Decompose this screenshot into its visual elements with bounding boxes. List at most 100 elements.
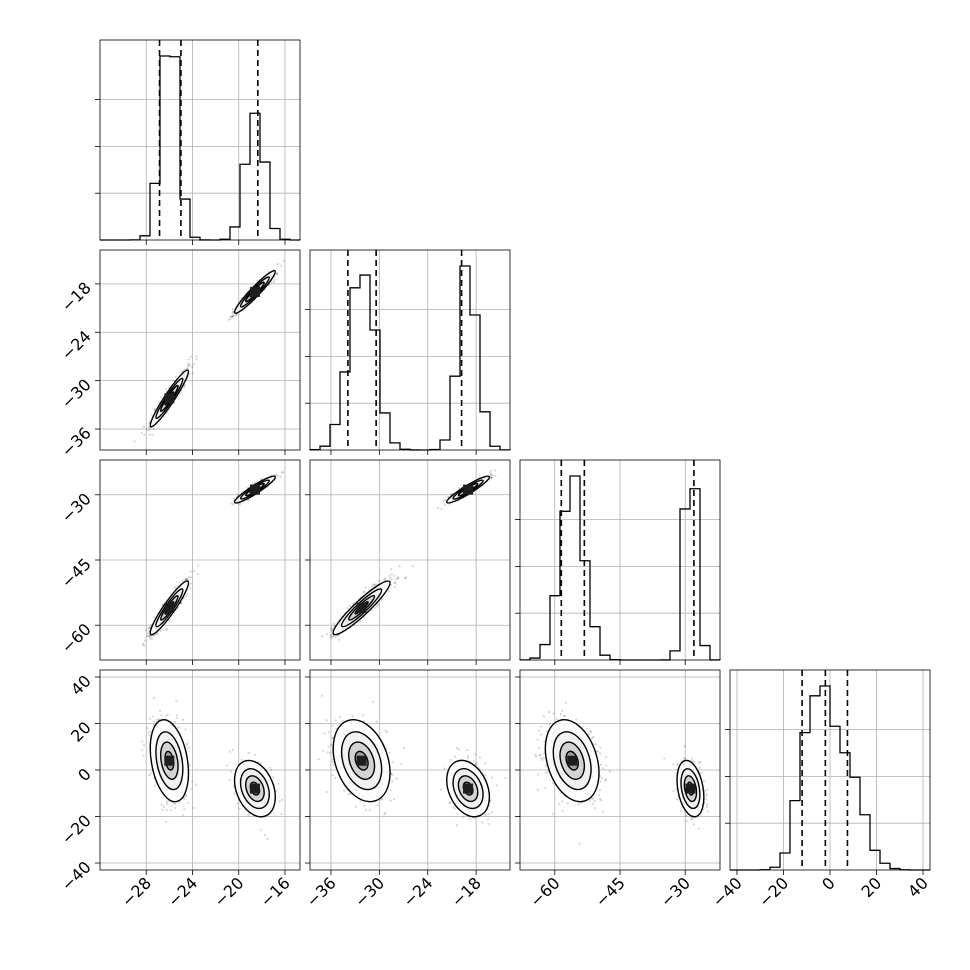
y-tick-label: −20 — [58, 811, 95, 848]
sample-point — [166, 411, 169, 414]
scatter-panel: −60−45−30 — [58, 459, 301, 665]
sample-point — [394, 581, 397, 585]
sample-point — [165, 628, 169, 631]
sample-point — [320, 635, 324, 638]
sample-point — [165, 800, 169, 803]
sample-point — [373, 583, 377, 586]
sample-point — [184, 578, 188, 581]
sample-point — [232, 310, 235, 313]
sample-point — [404, 576, 407, 580]
sample-point — [161, 628, 164, 631]
sample-point — [275, 473, 278, 476]
sample-point — [185, 595, 188, 598]
sample-point — [329, 635, 332, 638]
histogram-panel — [305, 249, 511, 455]
x-tick-label: −28 — [118, 873, 155, 910]
sample-point — [279, 475, 282, 478]
sample-point — [153, 409, 156, 412]
density-peak — [249, 286, 260, 297]
sample-point — [188, 364, 191, 367]
sample-point — [282, 471, 285, 474]
sample-point — [187, 358, 190, 361]
sample-point — [232, 310, 235, 314]
sample-point — [334, 635, 338, 639]
sample-point — [175, 699, 178, 703]
sample-point — [164, 628, 168, 632]
sample-point — [364, 586, 367, 589]
sample-point — [166, 713, 169, 716]
sample-point — [177, 726, 180, 729]
sample-point — [330, 636, 333, 639]
sample-point — [230, 502, 233, 505]
sample-point — [235, 313, 238, 317]
sample-point — [229, 317, 232, 320]
panel-frame — [99, 459, 301, 661]
sample-point — [489, 471, 492, 474]
sample-point — [189, 576, 192, 579]
histogram-panel — [515, 459, 721, 665]
sample-point — [148, 427, 152, 430]
sample-point — [148, 433, 151, 436]
x-tick-label: −16 — [256, 873, 293, 910]
panel-content — [141, 471, 285, 648]
sample-point — [380, 598, 383, 601]
sample-point — [276, 273, 279, 276]
histogram-steps — [309, 265, 511, 451]
sample-point — [182, 814, 185, 817]
sample-point — [231, 312, 234, 315]
sample-point — [186, 742, 189, 745]
sample-point — [332, 634, 335, 638]
density-peak — [356, 602, 367, 613]
sample-point — [191, 371, 194, 375]
sample-point — [189, 582, 193, 585]
sample-point — [358, 619, 362, 623]
sample-point — [181, 579, 185, 583]
sample-point — [184, 384, 187, 387]
sample-point — [189, 587, 192, 590]
sample-point — [148, 734, 152, 737]
sample-point — [373, 583, 376, 587]
scatter-panel: −36−30−24−18 — [58, 249, 301, 461]
sample-point — [276, 262, 279, 266]
sample-point — [376, 604, 379, 608]
sample-point — [187, 362, 190, 365]
panel-content — [320, 469, 497, 641]
y-tick-label: 40 — [67, 671, 95, 699]
sample-point — [387, 590, 391, 593]
sample-point — [184, 578, 187, 581]
sample-point — [442, 499, 445, 502]
sample-point — [491, 473, 495, 476]
sample-point — [273, 278, 276, 281]
sample-point — [184, 794, 187, 798]
sample-point — [170, 804, 173, 808]
sample-point — [152, 634, 155, 638]
y-tick-label: −45 — [58, 554, 95, 591]
y-tick-label: −18 — [58, 278, 95, 315]
sample-point — [147, 634, 150, 637]
sample-point — [195, 357, 198, 361]
sample-point — [174, 806, 177, 810]
sample-point — [147, 428, 151, 432]
sample-point — [155, 718, 158, 721]
sample-point — [175, 716, 179, 720]
panel-frame — [519, 459, 721, 661]
sample-point — [233, 314, 236, 318]
sample-point — [175, 714, 179, 717]
sample-point — [331, 633, 334, 636]
sample-point — [169, 808, 172, 812]
sample-point — [133, 440, 136, 443]
sample-point — [146, 635, 149, 638]
sample-point — [494, 469, 497, 472]
sample-point — [185, 743, 188, 746]
y-tick-label: −30 — [58, 489, 95, 526]
sample-point — [277, 474, 280, 478]
sample-point — [189, 570, 192, 573]
panel-content — [141, 696, 284, 841]
sample-point — [153, 407, 156, 411]
sample-point — [174, 375, 177, 378]
sample-point — [173, 586, 176, 589]
sample-point — [231, 315, 234, 318]
sample-point — [458, 487, 461, 490]
sample-point — [144, 629, 148, 632]
sample-point — [187, 801, 190, 805]
